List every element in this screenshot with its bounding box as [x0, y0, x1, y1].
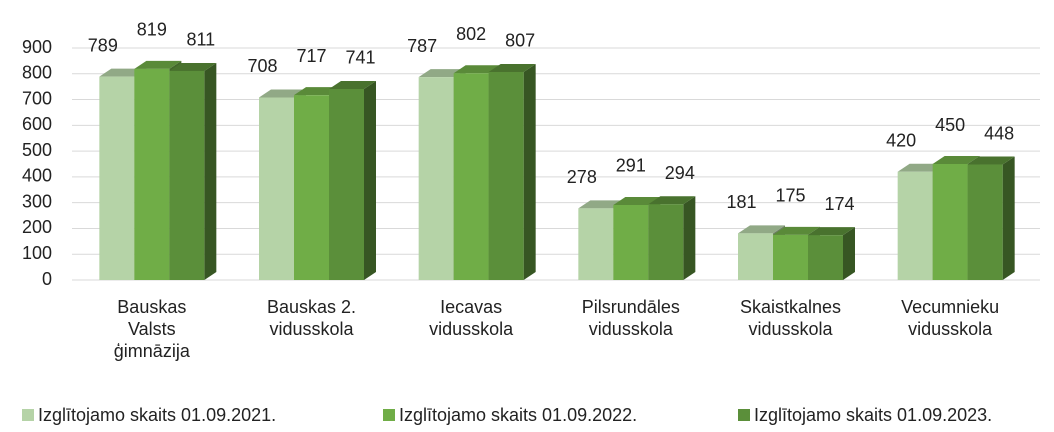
data-label: 787 — [407, 36, 437, 56]
bar-top — [738, 225, 785, 234]
legend-swatch — [383, 409, 395, 421]
data-label: 819 — [137, 20, 167, 40]
bar-front — [259, 97, 294, 280]
data-label: 708 — [247, 56, 277, 76]
bar-front — [453, 73, 489, 280]
bar-side — [843, 227, 855, 280]
y-tick-label: 0 — [42, 269, 52, 289]
bar-front — [967, 164, 1003, 280]
bar — [169, 62, 217, 280]
data-label: 717 — [296, 46, 326, 66]
data-label: 448 — [984, 123, 1014, 143]
data-label: 294 — [665, 163, 695, 183]
bar-front — [613, 204, 649, 280]
bar-top — [488, 63, 536, 72]
data-label: 811 — [186, 30, 215, 50]
bar-top — [613, 196, 661, 205]
legend-label: Izglītojamo skaits 01.09.2023. — [754, 405, 992, 425]
bar — [488, 63, 536, 281]
data-label: 789 — [88, 35, 118, 55]
legend-label: Izglītojamo skaits 01.09.2021. — [38, 405, 276, 425]
bar-front — [773, 234, 808, 280]
y-tick-label: 700 — [22, 88, 52, 108]
bar-front — [294, 95, 329, 280]
bar-side — [683, 196, 696, 280]
data-label: 450 — [935, 115, 965, 135]
bar-top — [134, 60, 182, 69]
bar-front — [648, 204, 684, 280]
bar-top — [329, 80, 376, 89]
bar-front — [169, 70, 205, 280]
bar-front — [418, 77, 454, 280]
x-tick-label: Bauskas Valsts ģimnāzija — [114, 297, 191, 361]
bar-top — [932, 156, 980, 164]
bar-front — [329, 88, 364, 280]
y-tick-label: 400 — [22, 166, 52, 186]
x-tick-label: Pilsrundāles vidusskola — [582, 297, 680, 339]
data-label: 278 — [567, 167, 597, 187]
bar-top — [808, 227, 855, 236]
bar-front — [488, 71, 524, 281]
x-tick-label: Iecavas vidusskola — [429, 297, 514, 339]
bar-side — [364, 80, 376, 280]
y-tick-label: 600 — [22, 114, 52, 134]
x-tick-label: Skaistkalnes vidusskola — [740, 297, 841, 339]
y-tick-label: 300 — [22, 191, 52, 211]
bar — [967, 156, 1015, 280]
legend-swatch — [738, 409, 750, 421]
bar-front — [99, 76, 135, 280]
bar-top — [773, 226, 820, 235]
legend-swatch — [22, 409, 34, 421]
bar-side — [204, 62, 217, 280]
data-label: 741 — [345, 48, 375, 68]
bar-front — [578, 208, 614, 280]
bar-front — [932, 164, 968, 280]
bar-front — [808, 235, 843, 280]
bar-top — [648, 196, 696, 205]
bar-front — [134, 68, 170, 280]
y-tick-label: 800 — [22, 63, 52, 83]
bar — [648, 196, 696, 280]
data-label: 802 — [456, 24, 486, 44]
y-tick-label: 500 — [22, 140, 52, 160]
data-label: 807 — [505, 31, 535, 51]
bar-side — [523, 63, 536, 281]
data-label: 420 — [886, 130, 916, 150]
data-label: 291 — [616, 156, 646, 176]
bar-front — [897, 171, 933, 280]
bar-side — [1002, 156, 1015, 280]
y-tick-label: 200 — [22, 217, 52, 237]
bar — [329, 80, 376, 280]
y-tick-label: 100 — [22, 243, 52, 263]
x-tick-label: Bauskas 2. vidusskola — [267, 297, 356, 339]
x-tick-label: Vecumnieku vidusskola — [901, 297, 999, 339]
data-label: 175 — [775, 186, 805, 206]
bar-top — [169, 62, 217, 71]
y-tick-label: 900 — [22, 37, 52, 57]
bar-top — [967, 156, 1015, 165]
bar-front — [738, 233, 773, 280]
legend-label: Izglītojamo skaits 01.09.2022. — [399, 405, 637, 425]
bar-top — [453, 65, 501, 74]
bar — [808, 227, 855, 280]
data-label: 174 — [824, 194, 854, 214]
data-label: 181 — [726, 192, 756, 212]
